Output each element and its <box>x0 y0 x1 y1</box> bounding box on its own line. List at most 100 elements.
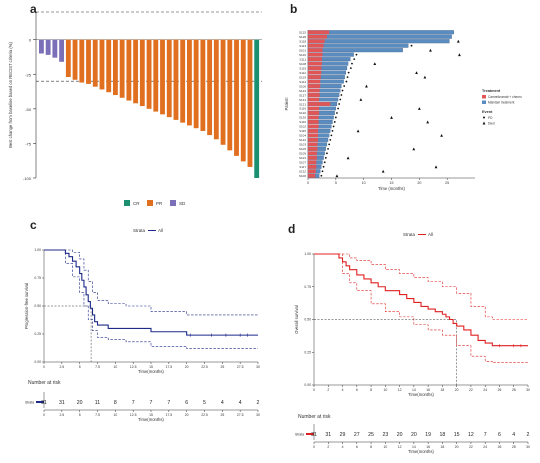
x-axis-label: Time (months) <box>378 186 405 191</box>
patient-label: S110 <box>299 120 306 124</box>
pd-event-point <box>345 80 348 83</box>
x-tick-label: 2.5 <box>59 365 64 369</box>
risk-x-tick-label: 27.5 <box>237 413 244 417</box>
risk-count: 6 <box>498 432 501 438</box>
waterfall-bar <box>227 39 233 151</box>
patient-label: S100 <box>299 174 306 178</box>
x-tick-label: 14 <box>412 388 416 392</box>
panel-letter-c: c <box>30 218 37 232</box>
legend-label: All <box>158 228 163 233</box>
swimmer-plot: S125S128S118S113S101S126S111S108S119S112… <box>284 30 522 191</box>
risk-x-axis-label: Time(months) <box>138 417 164 422</box>
waterfall-bar <box>92 39 98 87</box>
camrelizumab-bar <box>308 160 317 165</box>
patient-label: S124 <box>299 89 306 93</box>
y-tick-label: 0.50 <box>34 304 41 308</box>
patient-label: S102 <box>299 125 306 129</box>
y-axis-label: Patient <box>284 97 289 111</box>
death-event-point <box>456 39 460 43</box>
legend-label: Maintain treatment <box>488 101 515 105</box>
y-tick-label: 1.00 <box>34 248 41 252</box>
patient-label: S130 <box>299 116 306 120</box>
waterfall-bar <box>220 39 226 145</box>
patient-label: S105 <box>299 147 306 151</box>
patient-label: S113 <box>299 44 306 48</box>
camrelizumab-bar <box>308 84 321 88</box>
death-event-point <box>412 147 416 151</box>
x-tick-label: 6 <box>356 388 358 392</box>
risk-count: 6 <box>185 400 188 406</box>
pd-event-point <box>341 89 344 92</box>
pd-event-point <box>328 143 331 146</box>
ci-upper-line <box>44 249 258 316</box>
camrelizumab-bar <box>308 138 319 142</box>
camrelizumab-bar <box>308 115 319 120</box>
x-axis-label: Time(months) <box>138 369 164 374</box>
risk-count: 8 <box>114 400 117 406</box>
risk-count: 4 <box>221 400 224 406</box>
camrelizumab-bar <box>308 124 319 129</box>
waterfall-bar <box>200 39 206 131</box>
x-tick-label: 15 <box>149 365 153 369</box>
risk-x-tick-label: 7.5 <box>95 413 100 417</box>
patient-label: S107 <box>299 161 306 165</box>
camrelizumab-bar <box>308 61 322 66</box>
risk-count: 29 <box>340 432 346 438</box>
x-tick-label: 16 <box>426 388 430 392</box>
risk-x-tick-label: 25 <box>220 413 224 417</box>
camrelizumab-bar <box>308 39 325 44</box>
x-tick-label: 10 <box>113 365 117 369</box>
pd-event-point <box>333 121 336 123</box>
risk-x-tick-label: 18 <box>441 445 445 449</box>
x-tick-label: 5 <box>335 181 337 185</box>
camrelizumab-bar <box>308 169 316 174</box>
death-event-point <box>417 107 421 110</box>
patient-label: S120 <box>299 111 306 115</box>
camrelizumab-bar <box>308 142 318 147</box>
legend-swatch <box>482 95 486 99</box>
pd-event-point <box>351 62 353 65</box>
x-tick-label: 10 <box>362 181 366 185</box>
camrelizumab-bar <box>308 129 319 133</box>
death-event-point <box>426 120 430 124</box>
patient-label: S122 <box>299 138 306 142</box>
waterfall-bar <box>153 39 159 112</box>
camrelizumab-bar <box>308 147 318 151</box>
risk-x-tick-label: 20 <box>185 413 189 417</box>
x-tick-label: 26 <box>498 388 502 392</box>
waterfall-bar <box>240 39 246 162</box>
median-reference-line <box>314 319 457 385</box>
legend-swatch <box>170 200 176 206</box>
risk-table-title: Number at risk <box>28 380 61 386</box>
death-event-point <box>346 156 350 160</box>
waterfall-bar <box>113 39 118 95</box>
risk-x-tick-label: 26 <box>498 445 502 449</box>
pd-event-point <box>330 134 333 137</box>
y-tick-label: 0 <box>29 38 32 43</box>
panel-letter-d: d <box>288 222 296 236</box>
legend-title: Strata <box>133 228 146 233</box>
death-event-point <box>373 62 377 66</box>
x-axis-label: Time(months) <box>408 392 434 397</box>
x-tick-label: 12 <box>398 388 402 392</box>
death-event-point <box>390 116 393 119</box>
patient-label: S112 <box>299 71 306 75</box>
waterfall-bar <box>207 39 213 136</box>
y-tick-label: 1.00 <box>304 252 311 256</box>
camrelizumab-bar <box>308 48 323 53</box>
waterfall-bar <box>79 39 85 83</box>
x-tick-label: 4 <box>342 388 344 392</box>
x-tick-label: 30 <box>526 388 530 392</box>
patient-label: S132 <box>299 170 306 174</box>
risk-x-tick-label: 0 <box>43 413 45 417</box>
waterfall-bar <box>52 39 58 58</box>
risk-x-tick-label: 5 <box>79 413 81 417</box>
risk-count: 7 <box>132 400 135 406</box>
camrelizumab-bar <box>308 151 317 156</box>
death-event-point <box>335 174 339 178</box>
x-tick-label: 22.5 <box>201 365 208 369</box>
patient-label: S131 <box>299 98 306 102</box>
x-tick-label: 25 <box>220 365 224 369</box>
